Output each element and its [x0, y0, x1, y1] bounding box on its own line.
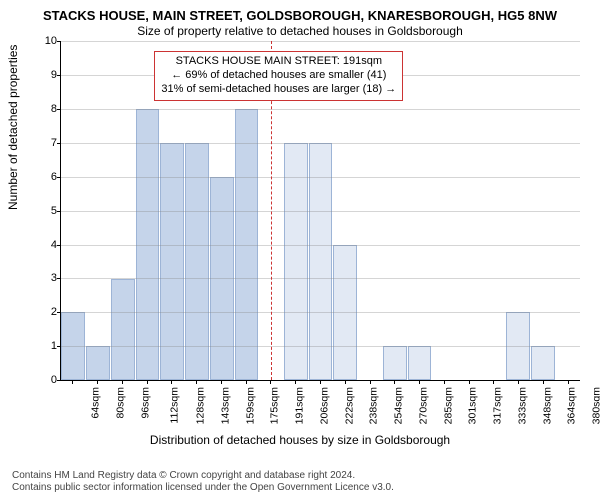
bar — [160, 143, 184, 380]
x-tick-mark — [518, 380, 519, 384]
x-tick-mark — [270, 380, 271, 384]
annotation-line2: ← 69% of detached houses are smaller (41… — [161, 69, 396, 83]
x-tick-slot: 317sqm — [456, 381, 481, 431]
y-tick-label: 5 — [31, 205, 57, 217]
x-tick-slot: 64sqm — [60, 381, 85, 431]
y-axis-label: Number of detached properties — [6, 45, 20, 210]
bar — [185, 143, 209, 380]
bar — [531, 346, 555, 380]
y-tick-label: 2 — [31, 306, 57, 318]
annotation-line1: STACKS HOUSE MAIN STREET: 191sqm — [161, 55, 396, 69]
x-tick-slot: 112sqm — [134, 381, 159, 431]
x-tick-mark — [568, 380, 569, 384]
gridline — [61, 41, 580, 42]
bar — [408, 346, 432, 380]
gridline — [61, 109, 580, 110]
y-tick-label: 1 — [31, 340, 57, 352]
x-tick-mark — [345, 380, 346, 384]
y-tick-label: 6 — [31, 171, 57, 183]
x-tick-mark — [543, 380, 544, 384]
y-tick-label: 8 — [31, 103, 57, 115]
x-tick-mark — [147, 380, 148, 384]
x-tick-mark — [122, 380, 123, 384]
bar — [309, 143, 333, 380]
x-tick-slot: 175sqm — [233, 381, 258, 431]
x-tick-mark — [171, 380, 172, 384]
y-tick-label: 3 — [31, 272, 57, 284]
chart-title-main: STACKS HOUSE, MAIN STREET, GOLDSBOROUGH,… — [10, 8, 590, 24]
x-tick-mark — [72, 380, 73, 384]
x-tick-slot: 222sqm — [308, 381, 333, 431]
x-tick-slot: 191sqm — [258, 381, 283, 431]
plot-area: 012345678910 STACKS HOUSE MAIN STREET: 1… — [60, 41, 580, 381]
x-tick-mark — [295, 380, 296, 384]
gridline — [61, 278, 580, 279]
x-tick-slot: 364sqm — [530, 381, 555, 431]
bar — [284, 143, 308, 380]
bar — [383, 346, 407, 380]
x-tick-slot: 301sqm — [431, 381, 456, 431]
x-tick-slot: 238sqm — [332, 381, 357, 431]
chart-title-sub: Size of property relative to detached ho… — [10, 24, 590, 40]
y-tick-label: 4 — [31, 239, 57, 251]
attribution-line2: Contains public sector information licen… — [12, 482, 394, 494]
bar — [86, 346, 110, 380]
annotation-box: STACKS HOUSE MAIN STREET: 191sqm ← 69% o… — [154, 51, 403, 100]
x-tick-mark — [196, 380, 197, 384]
x-tick-slot: 254sqm — [357, 381, 382, 431]
x-tick-slot: 270sqm — [382, 381, 407, 431]
x-axis-label: Distribution of detached houses by size … — [10, 433, 590, 447]
y-tick-label: 9 — [31, 69, 57, 81]
gridline — [61, 312, 580, 313]
gridline — [61, 177, 580, 178]
x-tick-mark — [246, 380, 247, 384]
x-tick-slot: 128sqm — [159, 381, 184, 431]
x-ticks: 64sqm80sqm96sqm112sqm128sqm143sqm159sqm1… — [60, 381, 580, 431]
attribution-text: Contains HM Land Registry data © Crown c… — [12, 470, 394, 494]
y-tick-label: 0 — [31, 374, 57, 386]
x-tick-slot: 285sqm — [407, 381, 432, 431]
y-tick-label: 10 — [31, 35, 57, 47]
x-tick-mark — [320, 380, 321, 384]
x-tick-mark — [493, 380, 494, 384]
x-tick-mark — [221, 380, 222, 384]
attribution-line1: Contains HM Land Registry data © Crown c… — [12, 470, 394, 482]
x-tick-slot: 333sqm — [481, 381, 506, 431]
x-tick-mark — [394, 380, 395, 384]
histogram-chart: STACKS HOUSE, MAIN STREET, GOLDSBOROUGH,… — [0, 0, 600, 500]
x-tick-slot: 159sqm — [209, 381, 234, 431]
x-tick-mark — [444, 380, 445, 384]
gridline — [61, 346, 580, 347]
x-tick-slot: 80sqm — [85, 381, 110, 431]
x-tick-mark — [469, 380, 470, 384]
x-tick-slot: 380sqm — [555, 381, 580, 431]
x-tick-mark — [419, 380, 420, 384]
x-tick-mark — [97, 380, 98, 384]
x-tick-slot: 348sqm — [506, 381, 531, 431]
bar — [111, 279, 135, 381]
annotation-line3: 31% of semi-detached houses are larger (… — [161, 83, 396, 97]
x-tick-slot: 206sqm — [283, 381, 308, 431]
x-tick-mark — [370, 380, 371, 384]
gridline — [61, 143, 580, 144]
y-tick-label: 7 — [31, 137, 57, 149]
gridline — [61, 211, 580, 212]
x-tick-slot: 96sqm — [110, 381, 135, 431]
x-tick-slot: 143sqm — [184, 381, 209, 431]
x-tick-label: 380sqm — [591, 387, 600, 424]
gridline — [61, 245, 580, 246]
